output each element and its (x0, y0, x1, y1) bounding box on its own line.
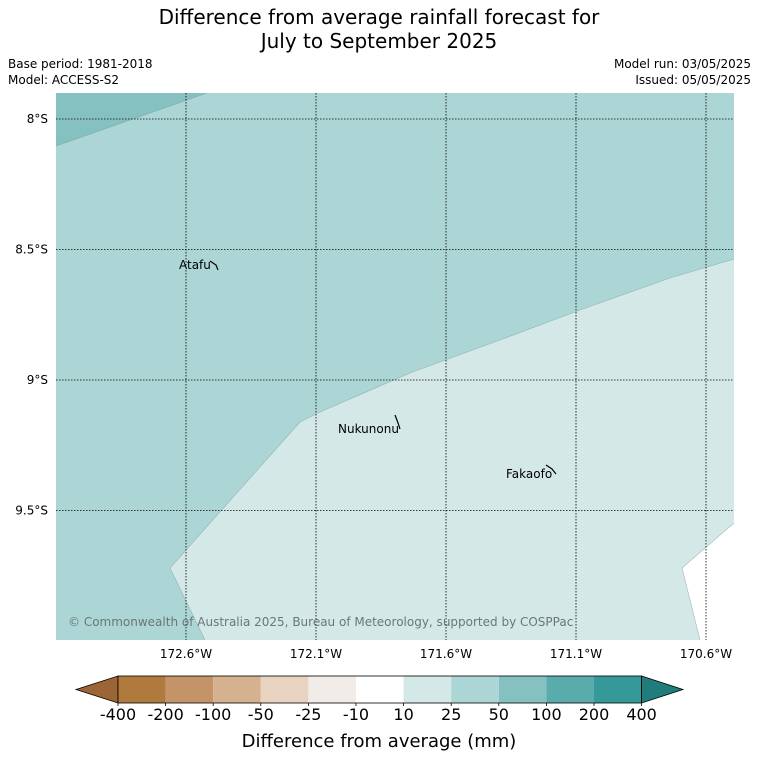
colorbar-bin-5 (356, 676, 404, 703)
copyright-text: © Commonwealth of Australia 2025, Bureau… (68, 615, 573, 629)
colorbar-bin-2 (213, 676, 261, 703)
colorbar-tick-label-0: -400 (100, 705, 136, 724)
colorbar-tick-label-6: 10 (393, 705, 413, 724)
colorbar-tick-label-10: 200 (579, 705, 610, 724)
colorbar-bin-6 (403, 676, 452, 703)
meta-right: Model run: 03/05/2025 Issued: 05/05/2025 (614, 56, 751, 88)
lon-label-2: 171.6°W (420, 647, 472, 661)
colorbar-tick-label-11: 400 (626, 705, 657, 724)
atoll-outline-atafu (209, 260, 219, 271)
colorbar-title: Difference from average (mm) (242, 731, 517, 752)
contour-line-3 (681, 522, 734, 640)
title-line-1: Difference from average rainfall forecas… (158, 5, 600, 29)
meta-left: Base period: 1981-2018 Model: ACCESS-S2 (8, 56, 153, 88)
longitude-labels: 172.6°W 172.1°W 171.6°W 171.1°W 170.6°W (160, 647, 732, 661)
colorbar-bin-9 (546, 676, 594, 703)
contour-line-1 (56, 93, 208, 147)
colorbar-tick-label-7: 25 (441, 705, 461, 724)
model-text: Model: ACCESS-S2 (8, 73, 120, 87)
colorbar-tick-label-2: -100 (195, 705, 231, 724)
place-label-nukunonu: Nukunonu (338, 422, 399, 436)
place-atafu: Atafu (179, 258, 219, 272)
colorbar-tick-label-5: -10 (343, 705, 369, 724)
model-run-text: Model run: 03/05/2025 (613, 57, 751, 71)
colorbar-frame (117, 675, 642, 704)
colorbar-bin-8 (498, 676, 547, 703)
colorbar: -400 -200 -100 -50 -25 -10 10 25 50 100 200 400 (74, 675, 685, 724)
map-title: Difference from average rainfall forecas… (0, 5, 758, 53)
lon-label-0: 172.6°W (160, 647, 212, 661)
latitude-labels: 8°S 8.5°S 9°S 9.5°S (15, 112, 48, 518)
lat-label-2: 9°S (27, 373, 48, 387)
colorbar-tick-label-9: 100 (531, 705, 562, 724)
map-area: Atafu Nukunonu Fakaofo © Commonwealth of A… (56, 93, 734, 640)
colorbar-bin-1 (165, 676, 214, 703)
issued-text: Issued: 05/05/2025 (635, 73, 751, 87)
contour-line-2 (169, 258, 734, 640)
place-label-fakaofo: Fakaofo (506, 467, 552, 481)
lat-label-1: 8.5°S (15, 243, 48, 257)
lon-label-3: 171.1°W (550, 647, 602, 661)
place-markers: Atafu Nukunonu Fakaofo (179, 258, 557, 481)
lon-label-4: 170.6°W (680, 647, 732, 661)
colorbar-extend-over (641, 675, 685, 704)
lon-label-1: 172.1°W (290, 647, 342, 661)
colorbar-tick-label-3: -50 (248, 705, 274, 724)
lat-label-3: 9.5°S (15, 504, 48, 518)
rainfall-band-25-50 (56, 93, 734, 640)
place-fakaofo: Fakaofo (506, 464, 557, 481)
rainfall-band-10-25 (170, 259, 734, 640)
colorbar-bin-7 (451, 676, 499, 703)
colorbar-bin-0 (118, 676, 166, 703)
base-period-text: Base period: 1981-2018 (8, 57, 153, 71)
lat-label-0: 8°S (27, 112, 48, 126)
graticule (56, 93, 734, 640)
colorbar-bin-10 (594, 676, 642, 703)
colorbar-bin-3 (260, 676, 309, 703)
colorbar-bin-4 (308, 676, 356, 703)
colorbar-tick-label-4: -25 (295, 705, 321, 724)
place-label-atafu: Atafu (179, 258, 211, 272)
colorbar-extend-under (74, 675, 119, 704)
atoll-outline-nukunonu (394, 414, 401, 430)
atoll-outline-fakaofo (545, 464, 557, 475)
title-line-2: July to September 2025 (260, 29, 498, 53)
place-nukunonu: Nukunonu (338, 414, 401, 436)
colorbar-tick-label-1: -200 (147, 705, 183, 724)
colorbar-tick-label-8: 50 (489, 705, 509, 724)
